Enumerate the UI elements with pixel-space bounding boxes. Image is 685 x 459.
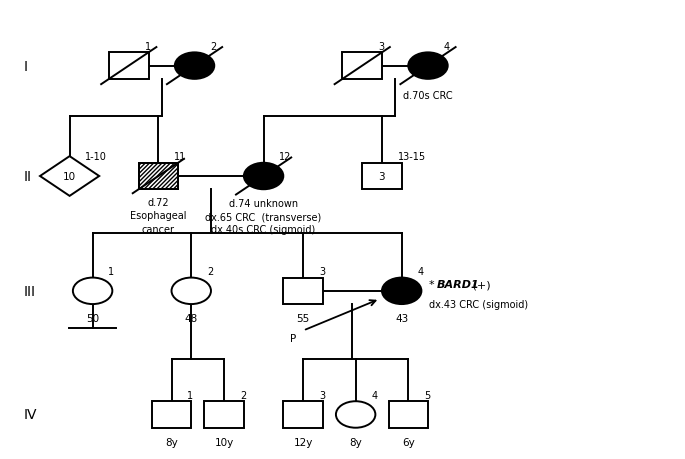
Bar xyxy=(388,401,428,428)
Text: I: I xyxy=(23,60,27,73)
Text: 4: 4 xyxy=(371,390,377,400)
Text: 43: 43 xyxy=(395,313,408,324)
Bar xyxy=(362,163,401,190)
Text: 5: 5 xyxy=(424,390,430,400)
Text: 10y: 10y xyxy=(214,437,234,447)
Text: III: III xyxy=(23,284,36,298)
Text: BARD1: BARD1 xyxy=(437,280,480,290)
Circle shape xyxy=(408,53,448,80)
Text: d.74 unknown
dx.65 CRC  (transverse)
dx.40s CRC (sigmoid): d.74 unknown dx.65 CRC (transverse) dx.4… xyxy=(206,199,322,235)
Text: dx.43 CRC (sigmoid): dx.43 CRC (sigmoid) xyxy=(429,299,528,309)
Text: 3: 3 xyxy=(378,42,384,52)
Bar xyxy=(284,278,323,304)
Text: 3: 3 xyxy=(379,172,385,182)
Text: IV: IV xyxy=(23,408,37,421)
Circle shape xyxy=(73,278,112,304)
Polygon shape xyxy=(40,157,99,196)
Bar xyxy=(342,53,382,80)
Circle shape xyxy=(382,278,421,304)
Text: 12y: 12y xyxy=(293,437,313,447)
Bar xyxy=(109,53,149,80)
Text: (+): (+) xyxy=(469,280,490,290)
Text: 1: 1 xyxy=(108,267,114,277)
Text: 6y: 6y xyxy=(402,437,414,447)
Circle shape xyxy=(175,53,214,80)
Text: II: II xyxy=(23,170,32,184)
Text: 10: 10 xyxy=(63,172,76,182)
Text: 2: 2 xyxy=(207,267,213,277)
Text: 1: 1 xyxy=(145,42,151,52)
Text: *: * xyxy=(429,280,437,290)
Text: 4: 4 xyxy=(444,42,450,52)
Text: P: P xyxy=(290,334,297,343)
Circle shape xyxy=(244,163,284,190)
Text: 1: 1 xyxy=(187,390,193,400)
Text: 8y: 8y xyxy=(349,437,362,447)
Text: 2: 2 xyxy=(210,42,216,52)
Bar xyxy=(204,401,244,428)
Text: 2: 2 xyxy=(240,390,246,400)
Circle shape xyxy=(171,278,211,304)
Bar xyxy=(284,401,323,428)
Text: 1-10: 1-10 xyxy=(86,152,108,162)
Text: 13-15: 13-15 xyxy=(398,152,426,162)
Text: 50: 50 xyxy=(86,313,99,324)
Text: 3: 3 xyxy=(319,390,325,400)
Text: 3: 3 xyxy=(319,267,325,277)
Circle shape xyxy=(336,401,375,428)
Text: 11: 11 xyxy=(174,152,186,162)
Bar xyxy=(138,163,178,190)
Text: 12: 12 xyxy=(279,152,292,162)
Bar xyxy=(138,163,178,190)
Text: 55: 55 xyxy=(297,313,310,324)
Text: 48: 48 xyxy=(185,313,198,324)
Text: 4: 4 xyxy=(417,267,423,277)
Text: d.70s CRC: d.70s CRC xyxy=(403,91,453,101)
Text: d.72
Esophageal
cancer: d.72 Esophageal cancer xyxy=(130,198,186,234)
Bar xyxy=(152,401,191,428)
Text: 8y: 8y xyxy=(165,437,178,447)
